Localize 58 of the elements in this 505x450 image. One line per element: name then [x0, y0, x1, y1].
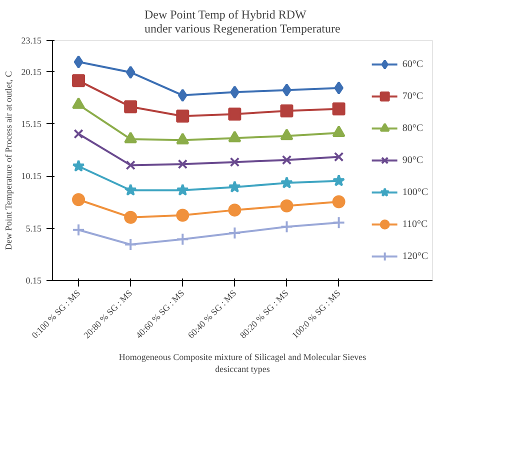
- point: [178, 159, 188, 170]
- point: [228, 204, 242, 217]
- y-tick-label: 23.15: [21, 36, 42, 46]
- point: [176, 132, 190, 144]
- point: [72, 223, 86, 236]
- point: [126, 66, 136, 79]
- point: [332, 174, 346, 186]
- point: [72, 74, 86, 88]
- legend-label: 90°C: [402, 154, 423, 166]
- point: [228, 130, 242, 142]
- point: [178, 88, 188, 102]
- point: [332, 195, 346, 208]
- point: [280, 128, 294, 140]
- point: [176, 208, 190, 222]
- legend-label: 60°C: [402, 58, 423, 70]
- point: [282, 155, 292, 165]
- legend-label: 100°C: [402, 186, 428, 198]
- x-axis-title: Homogeneous Composite mixture of Silicagel and Molecular Sieves desiccant types: [118, 352, 367, 374]
- y-tick-label: 10.15: [21, 171, 42, 182]
- chart-title: Dew Point Temp of Hybrid RDW under various Regeneration Temperature: [144, 8, 340, 36]
- point: [124, 184, 137, 196]
- point: [228, 226, 242, 240]
- point: [228, 180, 241, 193]
- point: [230, 157, 240, 167]
- y-tick-label: 5.15: [26, 223, 42, 234]
- point: [124, 132, 138, 144]
- point: [72, 193, 86, 206]
- y-axis-title: Dew Point Temperature of Process air at outlet, C: [3, 71, 14, 250]
- point: [74, 129, 84, 139]
- point: [334, 81, 344, 94]
- point: [176, 232, 190, 246]
- legend-label: 80°C: [402, 122, 423, 134]
- point: [280, 176, 293, 188]
- point: [228, 108, 242, 121]
- point: [230, 86, 240, 99]
- y-tick-label: 0.15: [26, 276, 42, 286]
- point: [72, 160, 85, 172]
- point: [334, 152, 344, 162]
- point: [280, 199, 294, 212]
- legend-label: 110°C: [402, 218, 428, 230]
- point: [332, 216, 346, 230]
- point: [280, 220, 294, 234]
- point: [126, 160, 136, 170]
- point: [176, 110, 190, 123]
- point: [280, 104, 294, 118]
- point: [124, 100, 138, 114]
- point: [176, 184, 189, 196]
- point: [72, 97, 86, 109]
- y-tick-label: 20.15: [21, 66, 42, 77]
- point: [332, 102, 346, 116]
- point: [124, 238, 138, 251]
- point: [332, 125, 346, 138]
- point: [282, 84, 292, 97]
- legend-label: 70°C: [402, 90, 423, 102]
- y-tick-label: 15.15: [21, 118, 42, 129]
- point: [74, 55, 84, 68]
- legend-label: 120°C: [402, 250, 428, 262]
- point: [124, 210, 138, 224]
